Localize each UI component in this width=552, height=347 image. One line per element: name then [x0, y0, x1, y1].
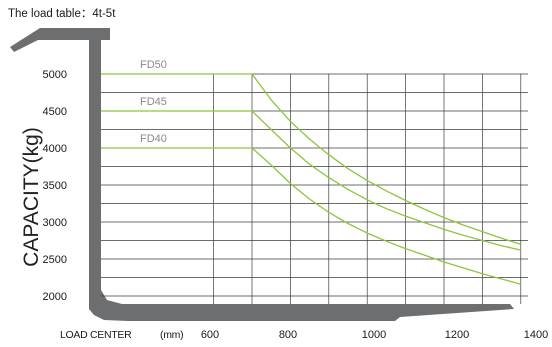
series-label-fd50: FD50 [140, 59, 167, 71]
y-tick-label: 4000 [43, 143, 67, 155]
grid [101, 73, 528, 304]
y-tick-label: 2000 [43, 291, 67, 303]
series-line-fd45 [101, 110, 521, 251]
x-tick-label: 1000 [362, 329, 386, 341]
x-tick-label: 1200 [445, 329, 469, 341]
series-line-fd50 [101, 73, 521, 245]
y-axis-label: CAPACITY(kg) [20, 127, 43, 267]
y-tick-label: 5000 [43, 69, 67, 81]
y-tick-label: 4500 [43, 106, 67, 118]
y-tick-label: 3500 [43, 180, 67, 192]
chart-title: The load table：4t-5t [8, 8, 116, 20]
fork-silhouette [10, 28, 514, 321]
y-tick-label: 3000 [43, 217, 67, 229]
series-group [101, 73, 521, 285]
x-tick-label: 800 [279, 329, 297, 341]
x-tick-label: 600 [201, 329, 219, 341]
series-line-fd40 [101, 147, 521, 285]
series-labels: FD50 FD45 FD40 [140, 59, 167, 145]
series-label-fd45: FD45 [140, 96, 167, 108]
x-axis-label: LOAD CENTER [60, 329, 132, 341]
y-tick-label: 2500 [43, 254, 67, 266]
series-label-fd40: FD40 [140, 133, 167, 145]
x-tick-label: 1400 [524, 329, 548, 341]
x-axis-ticks: 600 800 1000 1200 1400 [201, 329, 548, 341]
y-axis-ticks: 2000 2500 3000 3500 4000 4500 5000 [43, 69, 67, 303]
x-axis-unit: (mm) [160, 329, 183, 341]
